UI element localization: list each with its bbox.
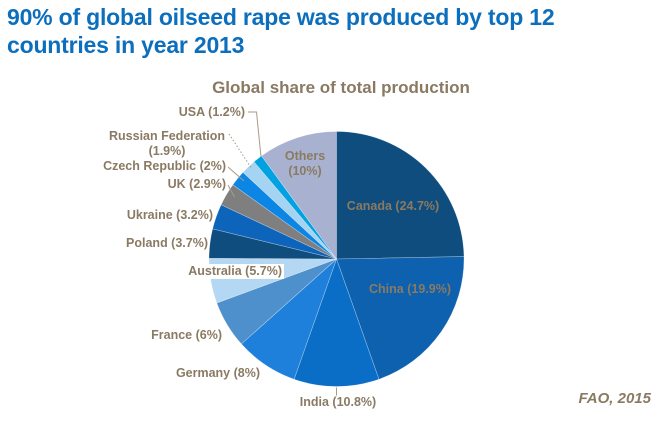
page-title: 90% of global oilseed rape was produced … <box>7 3 662 59</box>
pie-slice-ukraine <box>212 204 337 260</box>
leader-line-uk <box>227 184 235 198</box>
pie-slice-others <box>261 131 337 260</box>
pie-slice-germany <box>241 258 337 380</box>
pie-slice-france <box>216 258 337 345</box>
pie-slice-china <box>336 256 465 380</box>
pie-slice-canada <box>336 131 465 260</box>
pie-slice-uk <box>220 184 337 260</box>
page-title-line1: 90% of global oilseed rape was produced … <box>7 4 555 30</box>
source-attribution: FAO, 2015 <box>578 390 651 407</box>
chart-title: Global share of total production <box>212 78 470 97</box>
page-title-line2: countries in year 2013 <box>7 32 245 58</box>
pie-slice-usa <box>253 155 337 260</box>
pie-slice-india <box>293 258 380 387</box>
pie-slice-russian-federation <box>242 161 337 260</box>
pie-slice-czech-republic <box>232 172 337 260</box>
leader-line-czech-republic <box>227 166 245 182</box>
leader-line-usa <box>248 111 262 158</box>
leader-line-russian-federation <box>228 133 253 170</box>
pie-slice-poland <box>208 228 337 260</box>
